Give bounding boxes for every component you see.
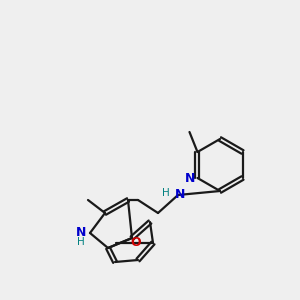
Text: H: H <box>162 188 170 198</box>
Text: N: N <box>76 226 86 239</box>
Text: O: O <box>131 236 141 250</box>
Text: N: N <box>175 188 185 202</box>
Text: N: N <box>185 172 196 184</box>
Text: H: H <box>77 237 85 247</box>
